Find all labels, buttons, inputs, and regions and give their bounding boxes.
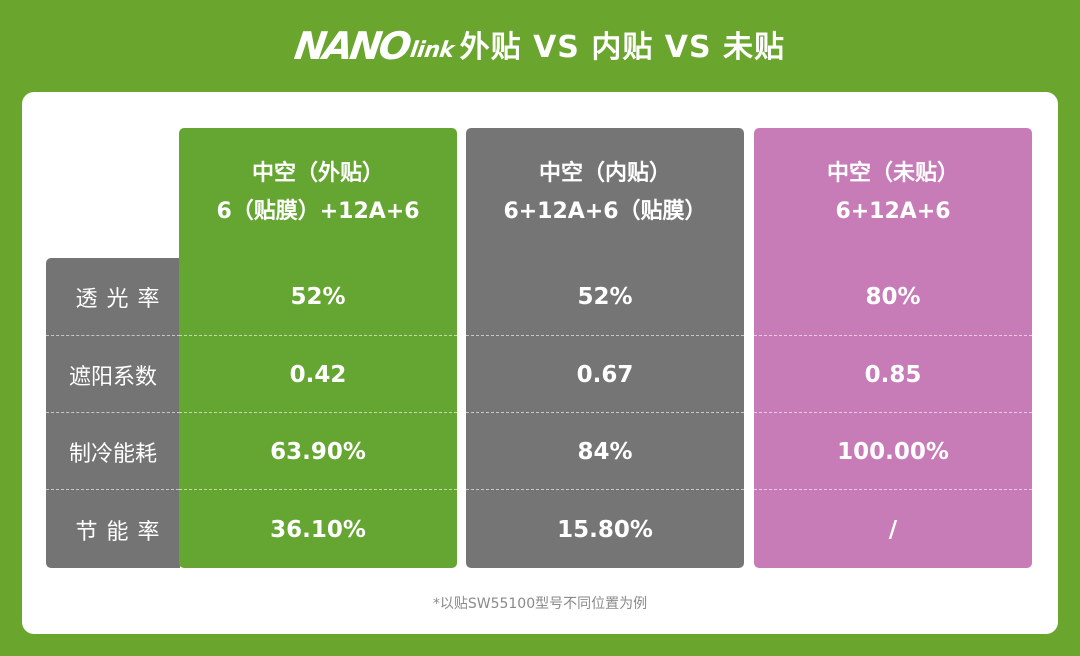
value-cell: 15.80% <box>466 489 744 569</box>
comparison-card: 透光率 遮阳系数 制冷能耗 节能率 中空（外贴） 6（贴膜）+12A+6 52%… <box>22 92 1058 634</box>
value-cell: 36.10% <box>179 489 457 569</box>
column-no-film: 中空（未贴） 6+12A+6 80% 0.85 100.00% / <box>754 128 1032 568</box>
value-cell: / <box>754 489 1032 569</box>
page-title: 外贴 VS 内贴 VS 未贴 <box>459 30 786 65</box>
value-cell: 63.90% <box>179 412 457 490</box>
value-cell: 0.67 <box>466 335 744 413</box>
column-subtitle: 6（贴膜）+12A+6 <box>216 199 420 224</box>
column-subtitle: 6+12A+6 <box>835 199 951 224</box>
column-title: 中空（内贴） <box>538 161 671 186</box>
row-label-cooling-energy: 制冷能耗 <box>46 412 180 490</box>
logo-sub-text: link <box>408 38 456 63</box>
value-cell: 0.42 <box>179 335 457 413</box>
value-cell: 84% <box>466 412 744 490</box>
column-subtitle: 6+12A+6（贴膜） <box>503 199 707 224</box>
value-cell: 0.85 <box>754 335 1032 413</box>
column-header: 中空（未贴） 6+12A+6 <box>754 128 1032 258</box>
nanolink-logo: NANO link <box>291 24 456 68</box>
column-title: 中空（未贴） <box>826 161 959 186</box>
column-header: 中空（外贴） 6（贴膜）+12A+6 <box>179 128 457 258</box>
value-cell: 52% <box>577 283 633 310</box>
column-header: 中空（内贴） 6+12A+6（贴膜） <box>466 128 744 258</box>
column-external-film: 中空（外贴） 6（贴膜）+12A+6 52% 0.42 63.90% 36.10… <box>179 128 457 568</box>
row-label-shading-coefficient: 遮阳系数 <box>46 335 180 413</box>
row-label-transmittance: 透光率 <box>75 286 169 312</box>
value-cell: 52% <box>290 283 346 310</box>
column-internal-film: 中空（内贴） 6+12A+6（贴膜） 52% 0.67 84% 15.80% <box>466 128 744 568</box>
column-title: 中空（外贴） <box>251 161 384 186</box>
value-cell: 80% <box>865 283 921 310</box>
row-labels-column: 透光率 遮阳系数 制冷能耗 节能率 <box>46 258 189 568</box>
footnote: *以贴SW55100型号不同位置为例 <box>432 596 648 612</box>
header: NANO link 外贴 VS 内贴 VS 未贴 <box>0 0 1080 92</box>
row-label-energy-saving: 节能率 <box>46 489 189 569</box>
value-cell: 100.00% <box>754 412 1032 490</box>
logo-main-text: NANO <box>291 24 412 68</box>
